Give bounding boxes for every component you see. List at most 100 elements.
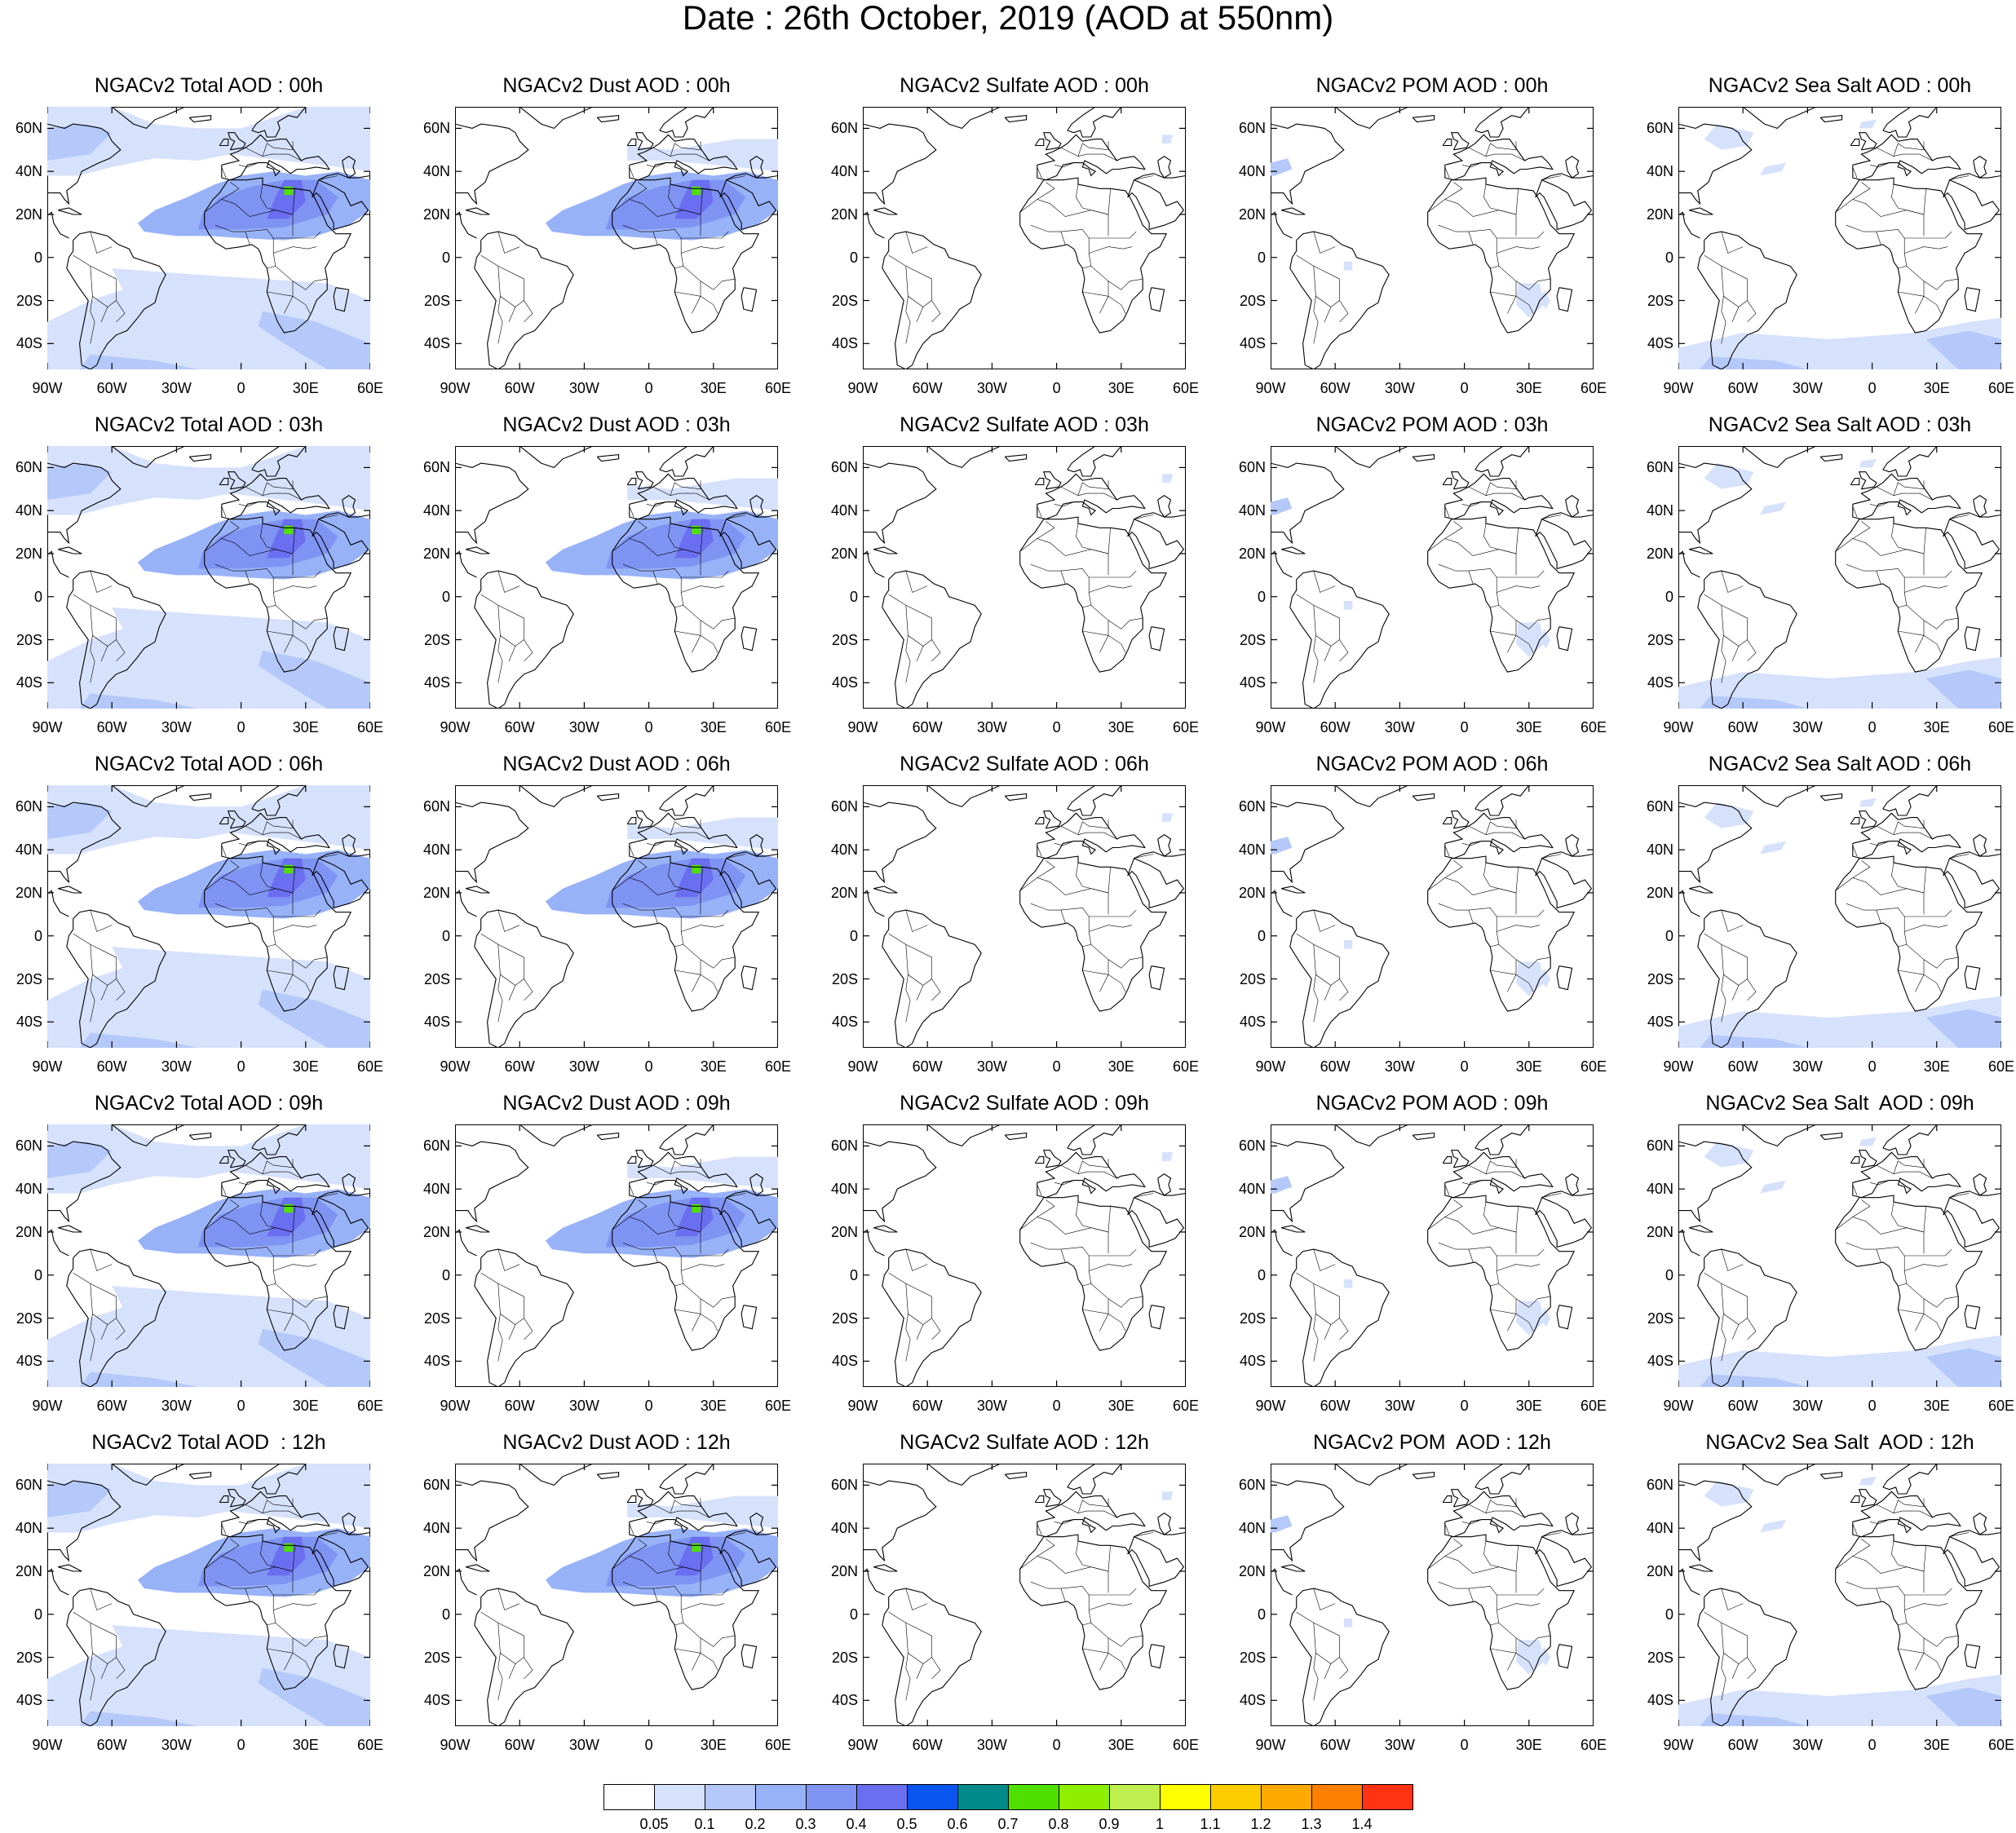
- aod-shading: [267, 1197, 306, 1237]
- country-border: [629, 182, 648, 200]
- aod-shading: [1271, 497, 1293, 515]
- country-border: [497, 1653, 503, 1701]
- coastline: [1043, 1150, 1062, 1168]
- coastline: [1678, 462, 1753, 545]
- country-border: [1082, 238, 1092, 269]
- coastline: [318, 512, 370, 520]
- country-border: [480, 254, 533, 323]
- coastline: [1541, 512, 1594, 520]
- colorbar-label: 1.2: [1250, 1816, 1271, 1832]
- country-border: [1721, 1314, 1726, 1362]
- coastline: [1678, 192, 1700, 239]
- country-border: [245, 1164, 302, 1179]
- coastline: [204, 177, 352, 333]
- country-border: [273, 1264, 317, 1271]
- aod-shading: [284, 864, 293, 874]
- map-canvas: [1271, 1124, 1594, 1387]
- coastline: [1742, 446, 1817, 469]
- aod-shading: [692, 186, 701, 196]
- lat-label: 40N: [15, 163, 42, 180]
- country-border: [905, 1249, 928, 1271]
- coastline: [1689, 1225, 1713, 1233]
- country-border: [515, 1318, 524, 1325]
- lon-label: 0: [237, 380, 245, 396]
- country-border: [1089, 1264, 1133, 1271]
- coastline: [1973, 1513, 1987, 1535]
- coastline: [1689, 1564, 1713, 1572]
- lat-label: 40N: [1646, 163, 1673, 180]
- country-border: [1852, 860, 1871, 878]
- country-border: [1037, 860, 1055, 878]
- colorbar-swatch: [1059, 1784, 1110, 1810]
- colorbar-swatch: [1311, 1784, 1363, 1810]
- country-border: [1498, 944, 1551, 969]
- country-border: [1483, 1201, 1517, 1254]
- country-border: [905, 944, 924, 1001]
- lat-label: 0: [441, 588, 450, 605]
- aod-shading: [47, 1124, 370, 1194]
- country-border: [1076, 1201, 1109, 1254]
- coastline: [1535, 1535, 1593, 1588]
- country-border: [1313, 1588, 1336, 1610]
- country-border: [1852, 521, 1871, 539]
- country-border: [1915, 1298, 1925, 1332]
- colorbar-swatch: [957, 1784, 1009, 1810]
- lon-label: 60W: [504, 719, 535, 735]
- coastline: [749, 495, 764, 518]
- coastline: [1474, 785, 1530, 816]
- lon-label: 90W: [847, 1058, 878, 1075]
- aod-shading: [1760, 1180, 1786, 1194]
- lon-label: 60W: [504, 1058, 535, 1075]
- coastline: [474, 570, 574, 709]
- lon-label: 30E: [1515, 1737, 1542, 1753]
- coastline: [1689, 207, 1713, 215]
- coastline: [1850, 139, 1860, 147]
- coastline: [863, 802, 937, 884]
- lon-label: 30E: [700, 380, 727, 396]
- country-border: [497, 605, 516, 662]
- lat-label: 0: [1665, 1266, 1673, 1283]
- country-border: [262, 1159, 294, 1174]
- country-border: [905, 1623, 924, 1680]
- coastline: [188, 114, 212, 123]
- country-border: [497, 1623, 516, 1680]
- country-border: [922, 1657, 932, 1664]
- coastline: [318, 851, 370, 859]
- coastline: [58, 546, 82, 554]
- coastline: [926, 107, 1001, 130]
- lat-label: 60N: [15, 459, 42, 476]
- country-border: [1082, 1595, 1092, 1626]
- lat-label: 0: [1257, 1606, 1266, 1623]
- country-border: [1898, 1309, 1942, 1332]
- coastline: [1037, 1151, 1146, 1199]
- country-border: [1037, 1539, 1055, 1557]
- coastline: [219, 478, 229, 486]
- lon-label: 60E: [764, 1737, 792, 1753]
- coastline: [1973, 156, 1987, 179]
- lon-label: 0: [1460, 1737, 1469, 1753]
- country-border: [1060, 1504, 1117, 1518]
- country-border: [1906, 944, 1959, 969]
- country-border: [1721, 296, 1726, 344]
- panel-title: NGACv2 Dust AOD : 00h: [502, 74, 731, 97]
- coastline: [47, 192, 69, 239]
- country-border: [1738, 300, 1748, 307]
- lat-label: 20N: [422, 1562, 450, 1579]
- coastline: [719, 179, 777, 231]
- lon-label: 60W: [504, 1398, 535, 1414]
- country-border: [1427, 528, 1519, 556]
- country-border: [90, 1283, 108, 1341]
- coastline: [47, 1210, 69, 1257]
- coastline: [726, 851, 778, 859]
- lat-label: 40S: [831, 674, 858, 691]
- country-border: [318, 854, 338, 859]
- coastline: [1134, 1530, 1186, 1538]
- coastline: [1289, 909, 1390, 1048]
- colorbar-swatch: [1261, 1784, 1312, 1810]
- country-border: [1846, 563, 1952, 578]
- coastline: [188, 1471, 212, 1480]
- coastline: [1148, 626, 1165, 651]
- country-border: [262, 141, 294, 157]
- coastline: [596, 114, 620, 123]
- lat-label: 40S: [831, 1692, 858, 1709]
